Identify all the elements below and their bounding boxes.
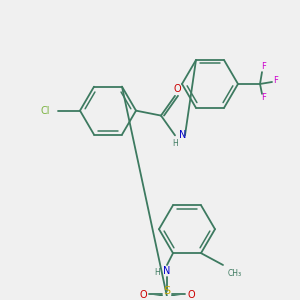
Text: F: F xyxy=(262,93,266,102)
Text: N: N xyxy=(179,130,187,140)
Text: N: N xyxy=(163,266,171,276)
Text: CH₃: CH₃ xyxy=(228,269,242,278)
Text: O: O xyxy=(173,84,181,94)
Text: F: F xyxy=(262,62,266,71)
Text: O: O xyxy=(187,290,195,300)
Text: S: S xyxy=(164,286,171,296)
Text: F: F xyxy=(274,76,278,85)
Text: Cl: Cl xyxy=(40,106,50,116)
Text: O: O xyxy=(139,290,147,300)
Text: H: H xyxy=(172,139,178,148)
Text: H: H xyxy=(154,268,160,278)
